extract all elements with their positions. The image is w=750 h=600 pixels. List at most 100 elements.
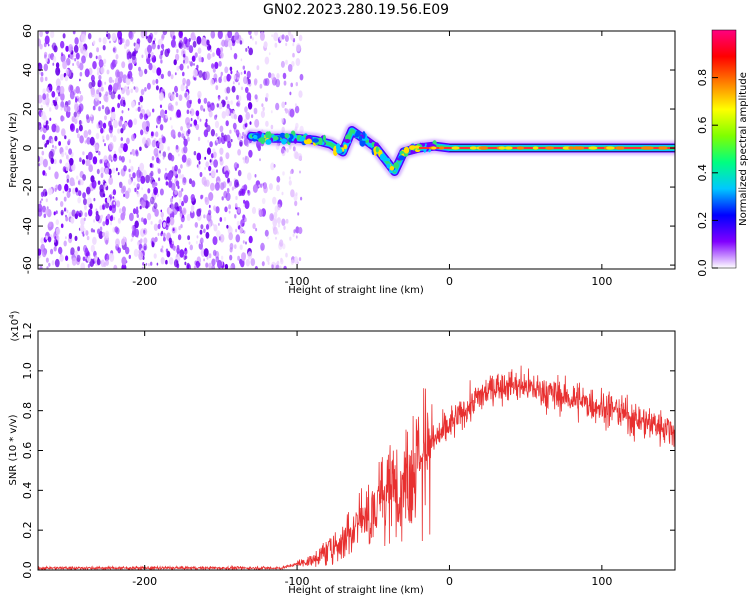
- noise-blob: [214, 120, 220, 129]
- noise-blob: [107, 109, 111, 115]
- noise-blob: [100, 173, 104, 178]
- noise-blob: [178, 94, 183, 101]
- noise-blob: [179, 213, 183, 219]
- noise-blob: [38, 94, 43, 104]
- noise-blob: [60, 101, 65, 109]
- noise-blob: [290, 189, 295, 198]
- noise-blob: [170, 203, 174, 210]
- noise-blob: [235, 234, 241, 243]
- noise-blob: [189, 61, 193, 67]
- noise-blob: [96, 258, 101, 266]
- noise-blob: [53, 246, 57, 252]
- noise-blob: [38, 62, 41, 67]
- noise-blob: [122, 99, 126, 105]
- noise-blob: [173, 59, 177, 66]
- y-tick-label: 20: [21, 102, 34, 116]
- noise-blob: [99, 184, 104, 193]
- noise-blob: [103, 155, 108, 164]
- noise-blob: [156, 125, 158, 129]
- noise-blob: [225, 96, 228, 101]
- noise-blob: [204, 71, 210, 81]
- noise-blob: [192, 68, 198, 78]
- spectrogram-signal-track: [244, 123, 675, 179]
- signal-blob: [267, 131, 272, 140]
- noise-blob: [280, 147, 285, 154]
- signal-blob: [393, 162, 399, 169]
- noise-blob: [227, 141, 232, 149]
- noise-blob: [215, 85, 219, 91]
- noise-blob: [159, 188, 164, 196]
- noise-blob: [198, 160, 201, 165]
- noise-blob: [288, 176, 291, 180]
- noise-blob: [200, 237, 204, 244]
- chart-title: GN02.2023.280.19.56.E09: [263, 2, 449, 18]
- noise-blob: [63, 104, 68, 112]
- noise-blob: [248, 149, 253, 158]
- noise-blob: [235, 228, 238, 233]
- noise-blob: [189, 99, 192, 105]
- noise-blob: [45, 257, 49, 263]
- noise-blob: [102, 139, 105, 143]
- noise-blob: [103, 185, 106, 190]
- noise-blob: [276, 184, 280, 192]
- noise-blob: [84, 68, 90, 78]
- noise-blob: [196, 36, 202, 45]
- noise-blob: [39, 31, 43, 37]
- signal-core-blob: [451, 146, 460, 150]
- noise-blob: [57, 184, 62, 191]
- noise-blob: [254, 31, 259, 36]
- noise-blob: [162, 31, 168, 36]
- y-tick-label: 1.2: [21, 322, 34, 340]
- noise-blob: [64, 152, 67, 156]
- signal-core-blob: [469, 146, 477, 150]
- noise-blob: [102, 45, 106, 51]
- signal-core-blob: [659, 146, 668, 150]
- noise-blob: [160, 211, 164, 218]
- noise-blob: [156, 193, 159, 197]
- signal-blob: [354, 133, 360, 138]
- noise-blob: [284, 101, 287, 105]
- noise-blob: [55, 125, 60, 133]
- noise-blob: [165, 167, 167, 171]
- noise-blob: [78, 210, 83, 218]
- noise-blob: [121, 238, 126, 246]
- noise-blob: [193, 76, 197, 81]
- noise-blob: [65, 216, 69, 222]
- noise-blob: [281, 191, 284, 196]
- noise-blob: [228, 232, 233, 241]
- noise-blob: [218, 96, 221, 101]
- noise-blob: [74, 235, 78, 241]
- noise-blob: [45, 235, 48, 240]
- noise-blob: [196, 235, 199, 239]
- noise-blob: [134, 228, 140, 238]
- y-tick-label: -40: [21, 217, 34, 235]
- noise-blob: [78, 124, 83, 132]
- noise-blob: [217, 259, 222, 269]
- noise-blob: [90, 175, 95, 183]
- noise-blob: [203, 97, 208, 104]
- noise-blob: [206, 256, 209, 260]
- noise-blob: [166, 216, 171, 224]
- noise-blob: [134, 43, 140, 52]
- noise-blob: [220, 135, 226, 145]
- noise-blob: [104, 230, 110, 239]
- noise-blob: [275, 78, 281, 88]
- noise-blob: [90, 74, 95, 82]
- noise-blob: [161, 217, 164, 221]
- noise-blob: [91, 120, 94, 124]
- noise-blob: [83, 217, 86, 221]
- snr-y-ticks: 0.0 0.2 0.4 0.6 0.8 1.0 1.2: [21, 322, 675, 579]
- noise-blob: [183, 194, 189, 204]
- noise-blob: [242, 131, 245, 137]
- noise-blob: [67, 106, 71, 112]
- noise-blob: [198, 70, 203, 78]
- noise-blob: [131, 225, 135, 231]
- noise-blob: [185, 38, 190, 48]
- noise-blob: [182, 71, 185, 77]
- noise-blob: [58, 141, 61, 146]
- noise-blob: [109, 215, 113, 222]
- noise-blob: [159, 142, 164, 151]
- noise-blob: [283, 80, 287, 86]
- noise-blob: [194, 52, 198, 58]
- noise-blob: [247, 78, 251, 85]
